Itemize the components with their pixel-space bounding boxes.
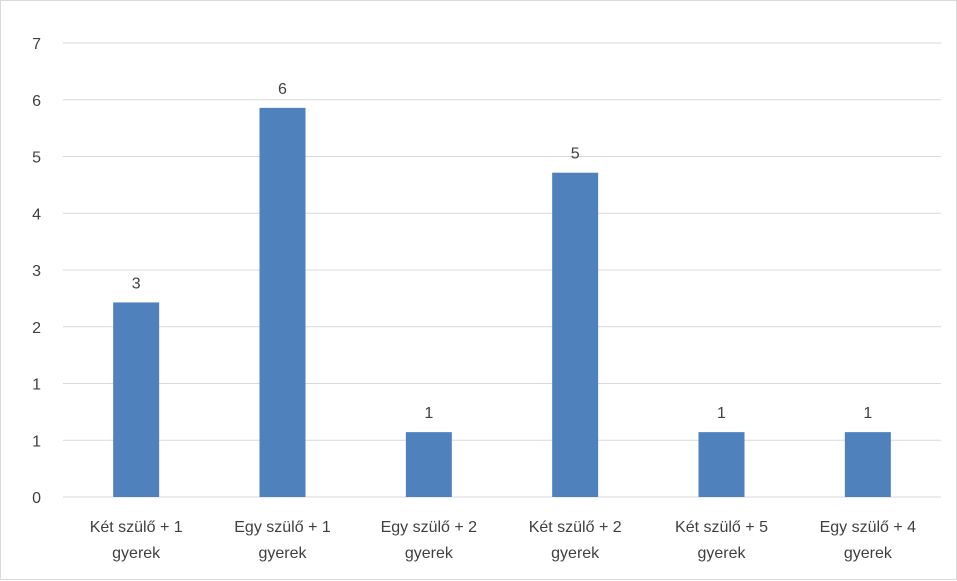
y-tick-label: 5 — [32, 150, 41, 167]
x-category-label: gyerek — [551, 545, 600, 562]
data-label: 1 — [424, 405, 433, 422]
x-category-label: gyerek — [697, 545, 746, 562]
x-category-label: gyerek — [844, 545, 893, 562]
x-category-label: Egy szülő + 4 — [820, 519, 917, 536]
y-axis-ticks: 0 1 1 2 3 4 5 6 7 — [32, 36, 41, 507]
data-label: 5 — [571, 146, 580, 163]
y-tick-label: 6 — [32, 93, 41, 110]
bars — [113, 107, 891, 497]
bar — [844, 432, 891, 497]
data-label: 1 — [863, 405, 872, 422]
gridlines — [63, 42, 941, 498]
y-tick-label: 7 — [32, 36, 41, 53]
x-axis-categories: Két szülő + 1 gyerek Egy szülő + 1 gyerek Eg… — [90, 519, 916, 562]
x-category-label: Két szülő + 1 — [90, 519, 183, 536]
y-tick-label: 3 — [32, 263, 41, 280]
bar — [405, 432, 452, 497]
x-category-label: Egy szülő + 2 — [381, 519, 478, 536]
bar — [259, 107, 306, 497]
data-labels: 3 6 1 5 1 1 — [132, 81, 873, 422]
y-tick-label: 2 — [32, 320, 41, 337]
y-tick-label: 1 — [32, 377, 41, 394]
bar — [113, 302, 160, 497]
x-category-label: Két szülő + 5 — [675, 519, 768, 536]
bar — [698, 432, 745, 497]
x-category-label: Két szülő + 2 — [529, 519, 622, 536]
y-tick-label: 1 — [32, 433, 41, 450]
x-category-label: gyerek — [112, 545, 161, 562]
y-tick-label: 0 — [32, 490, 41, 507]
y-tick-label: 4 — [32, 206, 41, 223]
data-label: 1 — [717, 405, 726, 422]
data-label: 3 — [132, 275, 141, 292]
x-category-label: gyerek — [258, 545, 307, 562]
bar — [552, 172, 599, 497]
data-label: 6 — [278, 81, 287, 98]
x-category-label: gyerek — [405, 545, 454, 562]
x-category-label: Egy szülő + 1 — [234, 519, 331, 536]
